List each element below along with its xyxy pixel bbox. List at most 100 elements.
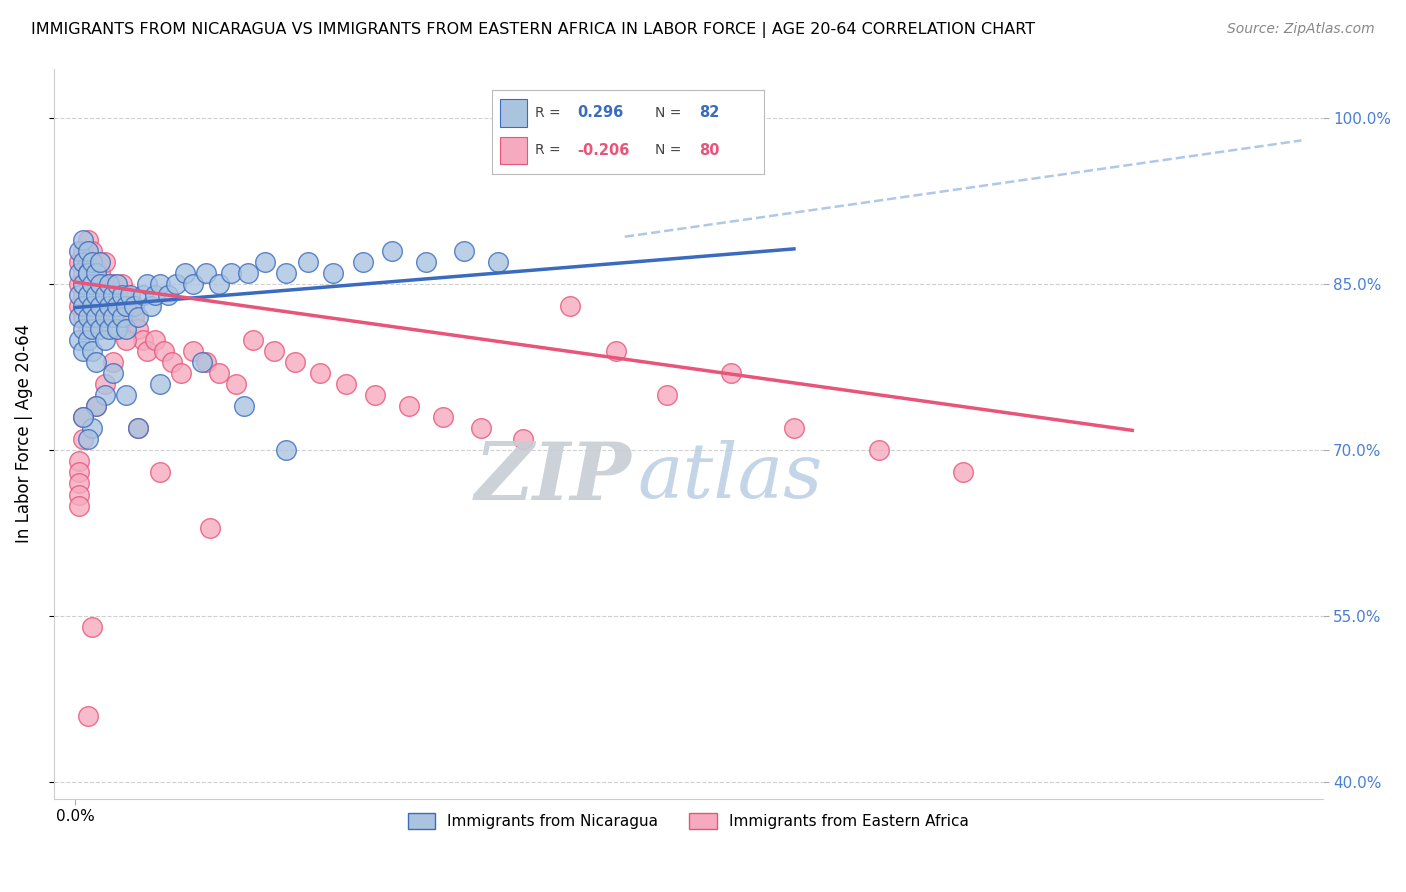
Point bbox=[67, 499, 90, 513]
Point bbox=[114, 388, 136, 402]
Point bbox=[105, 310, 128, 325]
Point bbox=[84, 355, 107, 369]
Point bbox=[486, 255, 509, 269]
Text: IMMIGRANTS FROM NICARAGUA VS IMMIGRANTS FROM EASTERN AFRICA IN LABOR FORCE | AGE: IMMIGRANTS FROM NICARAGUA VS IMMIGRANTS … bbox=[31, 22, 1035, 38]
Point bbox=[157, 288, 180, 302]
Point bbox=[208, 366, 231, 380]
Point bbox=[97, 321, 120, 335]
Point bbox=[225, 376, 247, 391]
Point bbox=[162, 355, 184, 369]
Point bbox=[114, 300, 136, 314]
Point bbox=[195, 266, 218, 280]
Point bbox=[322, 266, 344, 280]
Point bbox=[297, 255, 319, 269]
Point bbox=[72, 343, 94, 358]
Point bbox=[67, 277, 90, 292]
Point bbox=[72, 410, 94, 425]
Point bbox=[101, 288, 124, 302]
Point bbox=[89, 321, 111, 335]
Point bbox=[80, 620, 103, 634]
Point bbox=[101, 355, 124, 369]
Point bbox=[200, 521, 222, 535]
Point bbox=[127, 310, 149, 325]
Point bbox=[93, 255, 115, 269]
Point bbox=[352, 255, 374, 269]
Point bbox=[84, 277, 107, 292]
Point bbox=[67, 266, 90, 280]
Point bbox=[127, 421, 149, 435]
Point bbox=[97, 300, 120, 314]
Point bbox=[72, 233, 94, 247]
Point bbox=[84, 310, 107, 325]
Point bbox=[242, 333, 264, 347]
Point bbox=[93, 310, 115, 325]
Point bbox=[80, 255, 103, 269]
Point bbox=[67, 454, 90, 468]
Point bbox=[76, 310, 98, 325]
Point bbox=[84, 288, 107, 302]
Point bbox=[80, 310, 103, 325]
Text: Source: ZipAtlas.com: Source: ZipAtlas.com bbox=[1227, 22, 1375, 37]
Point bbox=[101, 277, 124, 292]
Point bbox=[89, 288, 111, 302]
Point bbox=[80, 288, 103, 302]
Point bbox=[381, 244, 404, 258]
Point bbox=[67, 333, 90, 347]
Point bbox=[114, 321, 136, 335]
Point bbox=[93, 288, 115, 302]
Point bbox=[67, 300, 90, 314]
Point bbox=[93, 388, 115, 402]
Point bbox=[80, 421, 103, 435]
Point bbox=[143, 288, 166, 302]
Point bbox=[114, 310, 136, 325]
Point bbox=[131, 333, 153, 347]
Point bbox=[80, 277, 103, 292]
Point bbox=[221, 266, 243, 280]
Point bbox=[276, 266, 298, 280]
Point bbox=[148, 376, 170, 391]
Point bbox=[148, 466, 170, 480]
Point bbox=[101, 310, 124, 325]
Point bbox=[105, 277, 128, 292]
Point bbox=[67, 310, 90, 325]
Point bbox=[72, 432, 94, 446]
Point bbox=[67, 476, 90, 491]
Point bbox=[67, 288, 90, 302]
Point bbox=[415, 255, 437, 269]
Point bbox=[84, 266, 107, 280]
Point bbox=[76, 277, 98, 292]
Point bbox=[105, 300, 128, 314]
Point bbox=[72, 288, 94, 302]
Point bbox=[67, 487, 90, 501]
Point bbox=[284, 355, 307, 369]
Point bbox=[72, 321, 94, 335]
Point bbox=[783, 421, 806, 435]
Point bbox=[93, 376, 115, 391]
Point bbox=[233, 399, 256, 413]
Point bbox=[470, 421, 492, 435]
Point bbox=[335, 376, 357, 391]
Point bbox=[84, 399, 107, 413]
Point bbox=[76, 244, 98, 258]
Text: ZIP: ZIP bbox=[474, 439, 631, 516]
Point bbox=[80, 244, 103, 258]
Point bbox=[605, 343, 627, 358]
Point bbox=[238, 266, 260, 280]
Point bbox=[118, 300, 141, 314]
Point bbox=[89, 277, 111, 292]
Point bbox=[72, 410, 94, 425]
Point bbox=[118, 288, 141, 302]
Point bbox=[76, 432, 98, 446]
Point bbox=[80, 321, 103, 335]
Point bbox=[114, 333, 136, 347]
Point bbox=[84, 255, 107, 269]
Point bbox=[166, 277, 188, 292]
Point bbox=[101, 300, 124, 314]
Point bbox=[89, 266, 111, 280]
Point bbox=[76, 255, 98, 269]
Point bbox=[558, 300, 581, 314]
Point bbox=[143, 333, 166, 347]
Point bbox=[309, 366, 332, 380]
Point bbox=[263, 343, 285, 358]
Point bbox=[93, 333, 115, 347]
